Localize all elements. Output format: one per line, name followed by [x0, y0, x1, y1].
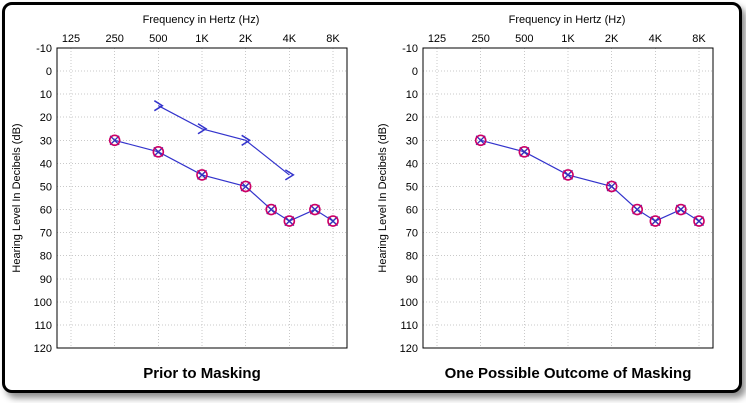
- arrow-right-marker: [284, 169, 295, 181]
- x-axis-title: Frequency in Hertz (Hz): [143, 14, 260, 26]
- y-tick-label: -10: [36, 43, 52, 55]
- x-tick-label: 125: [62, 33, 80, 45]
- arrow-right-marker: [241, 134, 252, 146]
- y-tick-label: 100: [400, 297, 418, 309]
- series-line: [480, 139, 700, 222]
- y-axis-title: Hearing Level In Decibels (dB): [377, 123, 389, 272]
- y-tick-label: 70: [40, 228, 52, 240]
- y-tick-label: 10: [40, 89, 52, 101]
- y-tick-label: 30: [406, 135, 418, 147]
- x-tick-label: 1K: [561, 33, 575, 45]
- x-tick-label: 2K: [605, 33, 619, 45]
- arrow-right-marker: [197, 123, 208, 135]
- y-tick-label: 0: [412, 66, 418, 78]
- audiogram-plot-prior: Frequency in Hertz (Hz) Hearing Level In…: [11, 14, 348, 355]
- y-tick-label: 110: [400, 320, 418, 332]
- circle-marker: [631, 203, 644, 216]
- circle-marker: [196, 169, 208, 181]
- x-tick-label: 250: [471, 33, 489, 45]
- y-tick-label: 80: [40, 251, 52, 263]
- y-tick-label: 110: [34, 320, 52, 332]
- y-tick-label: 60: [406, 205, 418, 217]
- y-tick-label: 20: [40, 112, 52, 124]
- circle-marker: [562, 169, 574, 181]
- circle-marker: [283, 215, 296, 227]
- series-line: [158, 105, 290, 176]
- audiogram-panel-masking-outcome: Frequency in Hertz (Hz) Hearing Level In…: [375, 10, 735, 382]
- circle-marker: [265, 203, 278, 216]
- y-tick-label: 10: [406, 89, 418, 101]
- x-tick-label: 125: [428, 33, 446, 45]
- x-tick-label: 4K: [283, 33, 297, 45]
- y-tick-label: 40: [40, 158, 52, 170]
- plot-area: -10 0 10 20 30 40 50 60 70 80 90 100 110 120 125 250 500…: [400, 33, 714, 355]
- y-axis-title: Hearing Level In Decibels (dB): [11, 123, 23, 272]
- y-tick-label: 20: [406, 112, 418, 124]
- circle-marker: [675, 203, 687, 216]
- y-tick-label: 60: [40, 205, 52, 217]
- circle-marker: [605, 180, 618, 193]
- plot-border: [422, 47, 714, 349]
- y-tick-label: 0: [46, 66, 52, 78]
- y-tick-label: -10: [402, 43, 418, 55]
- circle-marker: [518, 146, 531, 158]
- chart-title-outcome: One Possible Outcome of Masking: [444, 365, 692, 382]
- y-tick-label: 90: [406, 274, 418, 286]
- audiogram-panel-prior-to-masking: Frequency in Hertz (Hz) Hearing Level In…: [9, 10, 369, 382]
- circle-marker: [108, 134, 121, 147]
- circle-marker: [309, 203, 321, 216]
- circle-marker: [327, 215, 339, 227]
- circle-marker: [152, 146, 165, 158]
- x-tick-label: 8K: [692, 33, 706, 45]
- series-bone-conduction-unmasked: [153, 100, 295, 181]
- audiogram-plot-outcome: Frequency in Hertz (Hz) Hearing Level In…: [377, 14, 714, 355]
- chart-title-prior: Prior to Masking: [143, 365, 261, 382]
- circle-marker: [649, 215, 662, 227]
- series-air-conduction-thresholds: [474, 134, 705, 227]
- x-tick-label: 8K: [326, 33, 340, 45]
- plot-border: [56, 47, 348, 349]
- y-tick-label: 30: [40, 135, 52, 147]
- circle-marker: [239, 180, 252, 193]
- x-tick-label: 1K: [195, 33, 209, 45]
- y-tick-label: 120: [400, 343, 418, 355]
- series-air-conduction-thresholds: [108, 134, 339, 227]
- y-tick-label: 90: [40, 274, 52, 286]
- y-tick-label: 120: [34, 343, 52, 355]
- y-tick-label: 100: [34, 297, 52, 309]
- x-axis-title: Frequency in Hertz (Hz): [509, 14, 626, 26]
- x-tick-label: 500: [149, 33, 167, 45]
- y-tick-label: 70: [406, 228, 418, 240]
- series-line: [114, 139, 334, 222]
- y-tick-label: 80: [406, 251, 418, 263]
- plot-area: -10 0 10 20 30 40 50 60 70 80 90 100 110 120 125 250 500…: [34, 33, 348, 355]
- circle-marker: [693, 215, 705, 227]
- circle-marker: [474, 134, 487, 147]
- x-tick-label: 500: [515, 33, 533, 45]
- x-tick-label: 250: [105, 33, 123, 45]
- y-tick-label: 50: [406, 181, 418, 193]
- y-tick-label: 40: [406, 158, 418, 170]
- x-tick-label: 4K: [649, 33, 663, 45]
- x-tick-label: 2K: [239, 33, 253, 45]
- arrow-right-marker: [153, 100, 164, 112]
- audiogram-figure: Frequency in Hertz (Hz) Hearing Level In…: [2, 2, 742, 393]
- y-tick-label: 50: [40, 181, 52, 193]
